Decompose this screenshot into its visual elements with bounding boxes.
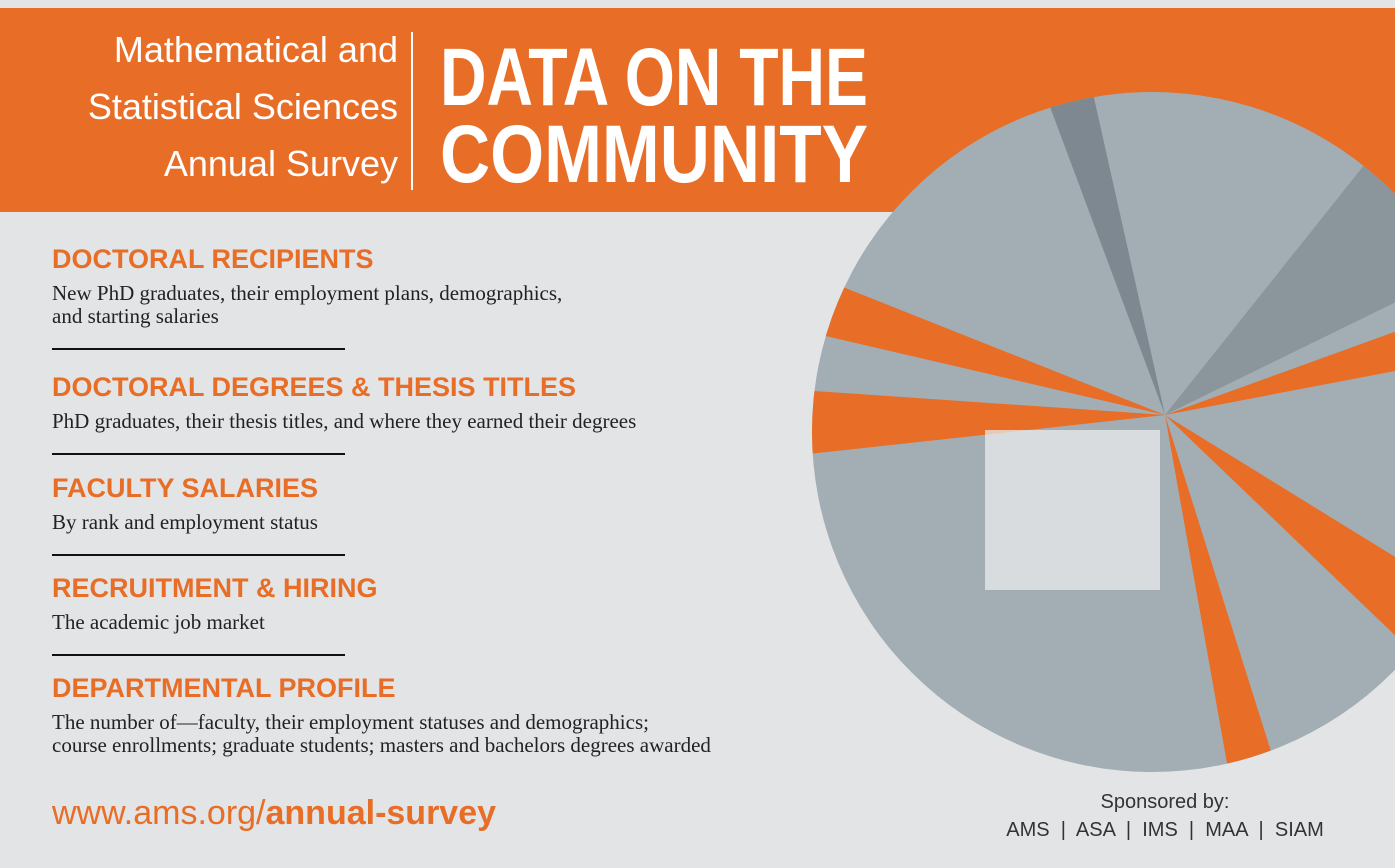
title-line: COMMUNITY: [440, 109, 868, 200]
subtitle-line: Mathematical and: [114, 29, 398, 70]
section-heading: FACULTY SALARIES: [52, 473, 318, 503]
section-description: By rank and employment status: [52, 510, 318, 534]
section-description: PhD graduates, their thesis titles, and …: [52, 409, 636, 433]
section-heading: DOCTORAL DEGREES & THESIS TITLES: [52, 372, 576, 402]
section-heading: DOCTORAL RECIPIENTS: [52, 244, 374, 274]
section-heading: DEPARTMENTAL PROFILE: [52, 673, 396, 703]
url: www.ams.org/annual-survey: [51, 794, 496, 832]
section-heading: RECRUITMENT & HIRING: [52, 573, 378, 603]
subtitle-line: Annual Survey: [164, 143, 398, 184]
section-description: The number of—faculty, their employment …: [52, 710, 649, 734]
section-description: New PhD graduates, their employment plan…: [52, 281, 562, 305]
url-prefix: www.ams.org/: [51, 794, 266, 832]
section-description: and starting salaries: [52, 304, 219, 328]
poster: Mathematical and Statistical Sciences Annu…: [0, 0, 1395, 868]
section-description: The academic job market: [52, 610, 265, 634]
subtitle-line: Statistical Sciences: [88, 86, 398, 127]
section-description: course enrollments; graduate students; m…: [52, 733, 711, 757]
page: Mathematical and Statistical Sciences Annu…: [0, 0, 1395, 868]
sponsor-label: Sponsored by:: [1101, 791, 1230, 813]
sponsor-names: AMS | ASA | IMS | MAA | SIAM: [1006, 819, 1324, 841]
url-path: annual-survey: [266, 794, 497, 832]
